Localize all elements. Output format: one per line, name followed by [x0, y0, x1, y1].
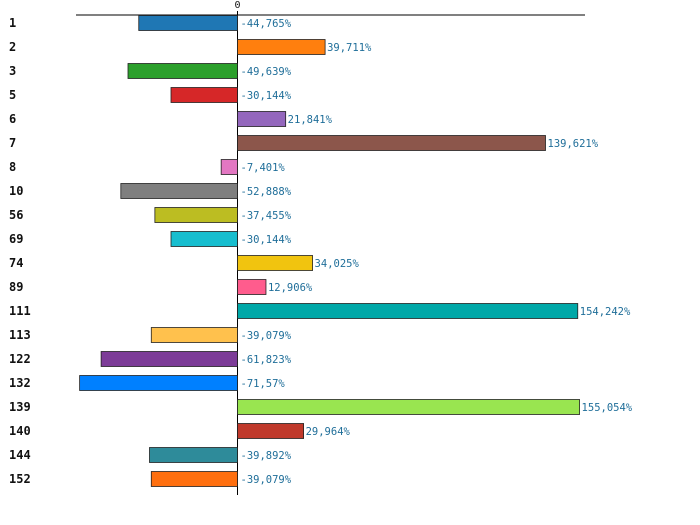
bar — [170, 231, 238, 247]
bar-row: 144 -39,892% — [9, 447, 292, 463]
category-label: 89 — [9, 280, 23, 294]
bar — [154, 207, 238, 223]
bar — [237, 39, 326, 55]
category-label: 5 — [9, 88, 16, 102]
category-label: 56 — [9, 208, 23, 222]
bar — [138, 15, 238, 31]
bar — [237, 279, 267, 295]
category-label: 1 — [9, 16, 16, 30]
bar-row: 8 -7,401% — [9, 159, 286, 175]
category-label: 7 — [9, 136, 16, 150]
value-label: -44,765% — [241, 18, 292, 30]
category-label: 152 — [9, 472, 31, 486]
bar — [150, 471, 238, 487]
category-label: 69 — [9, 232, 23, 246]
bar-row: 56 -37,455% — [9, 207, 292, 223]
bars-group: 1 -44,765% 2 39,711% 3 -49,639% 5 -30,144% 6 21,8… — [9, 15, 633, 487]
bar-row: 122 -61,823% — [9, 351, 292, 367]
value-label: 39,711% — [327, 42, 372, 54]
bar — [237, 135, 546, 151]
category-label: 122 — [9, 352, 31, 366]
value-label: 12,906% — [268, 282, 313, 294]
category-label: 139 — [9, 400, 31, 414]
category-label: 113 — [9, 328, 31, 342]
value-label: -61,823% — [241, 354, 292, 366]
value-label: 139,621% — [548, 138, 599, 150]
value-label: -30,144% — [241, 90, 292, 102]
bar-row: 113 -39,079% — [9, 327, 292, 343]
bar — [220, 159, 238, 175]
value-label: 155,054% — [582, 402, 633, 414]
bar-row: 10 -52,888% — [9, 183, 292, 199]
bar — [79, 375, 238, 391]
value-label: -39,079% — [241, 474, 292, 486]
category-label: 8 — [9, 160, 16, 174]
category-label: 132 — [9, 376, 31, 390]
value-label: -49,639% — [241, 66, 292, 78]
bar-row: 7 139,621% — [9, 135, 599, 151]
category-label: 74 — [9, 256, 23, 270]
bar-row: 152 -39,079% — [9, 471, 292, 487]
value-label: -52,888% — [241, 186, 292, 198]
bar-row: 140 29,964% — [9, 423, 351, 439]
bar-row: 111 154,242% — [9, 303, 631, 319]
category-label: 3 — [9, 64, 16, 78]
bar-row: 89 12,906% — [9, 279, 313, 295]
bar-row: 69 -30,144% — [9, 231, 292, 247]
value-label: -30,144% — [241, 234, 292, 246]
value-label: -39,892% — [241, 450, 292, 462]
bar-row: 6 21,841% — [9, 111, 333, 127]
bar — [170, 87, 238, 103]
category-label: 2 — [9, 40, 16, 54]
category-label: 10 — [9, 184, 23, 198]
bar-row: 132 -71,57% — [9, 375, 286, 391]
value-label: 29,964% — [306, 426, 351, 438]
category-label: 111 — [9, 304, 31, 318]
bar — [120, 183, 238, 199]
bar — [100, 351, 238, 367]
value-label: 21,841% — [288, 114, 333, 126]
bar — [237, 423, 305, 439]
category-label: 144 — [9, 448, 31, 462]
bar — [149, 447, 238, 463]
x-axis-ticks: 0 — [234, 0, 241, 15]
bar — [237, 111, 287, 127]
value-label: -71,57% — [241, 378, 286, 390]
value-label: -37,455% — [241, 210, 292, 222]
bar-row: 1 -44,765% — [9, 15, 292, 31]
bar-row: 5 -30,144% — [9, 87, 292, 103]
bar — [237, 303, 579, 319]
value-label: 34,025% — [315, 258, 360, 270]
bar-row: 2 39,711% — [9, 39, 372, 55]
bar-row: 139 155,054% — [9, 399, 633, 415]
bar — [237, 255, 313, 271]
value-label: -7,401% — [241, 162, 286, 174]
category-label: 140 — [9, 424, 31, 438]
value-label: 154,242% — [580, 306, 631, 318]
value-label: -39,079% — [241, 330, 292, 342]
bar — [150, 327, 238, 343]
category-label: 6 — [9, 112, 16, 126]
bar-row: 74 34,025% — [9, 255, 360, 271]
bar — [127, 63, 238, 79]
x-tick-label: 0 — [234, 0, 240, 11]
bar-row: 3 -49,639% — [9, 63, 292, 79]
bar — [237, 399, 580, 415]
